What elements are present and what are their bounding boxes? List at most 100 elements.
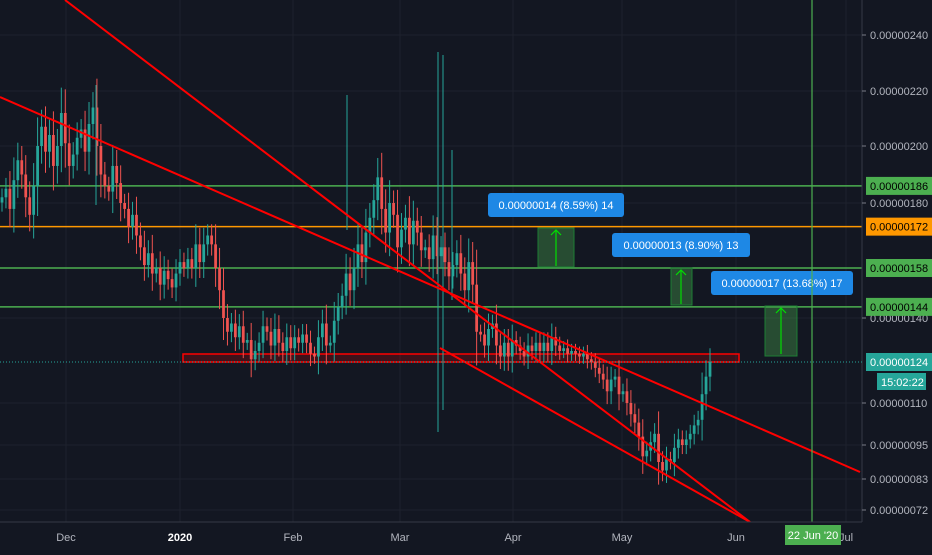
candle-body (55, 146, 59, 166)
measure-callout-2[interactable] (612, 233, 750, 257)
candle-body (692, 425, 696, 434)
candle-body (479, 331, 482, 335)
measure-callout-3[interactable] (711, 271, 853, 295)
candle-body (376, 177, 380, 201)
candle-body (233, 323, 237, 338)
candle-body (510, 340, 514, 357)
price-axis[interactable]: 0.00000240 0.00000220 0.00000200 0.00000180… (862, 30, 928, 517)
candle-body (582, 353, 585, 357)
candle-body (439, 247, 443, 257)
time-tick-label: Feb (284, 532, 303, 544)
candle-body (8, 188, 12, 209)
candle-body (411, 220, 415, 245)
horizontal-levels[interactable] (0, 185, 862, 308)
candle-body (44, 126, 47, 152)
candle-body (111, 165, 115, 192)
candle-body (249, 340, 253, 360)
candle-body (495, 323, 498, 346)
candle-body (435, 235, 439, 257)
candle-body (218, 268, 221, 291)
candle-body (506, 342, 510, 357)
candle-body (119, 183, 123, 203)
candle-body (75, 137, 79, 155)
candle-body (79, 129, 83, 138)
candle-body (162, 270, 166, 285)
time-axis[interactable]: Dec 2020 Feb Mar Apr May Jun Jul (56, 532, 853, 544)
candle-body (578, 353, 581, 357)
candle-body (150, 253, 154, 274)
candle-body (352, 268, 356, 291)
candle-body (32, 185, 36, 215)
candle-body (83, 129, 87, 152)
channel-mid-line[interactable] (0, 96, 861, 473)
price-tick-label: 0.00000095 (870, 440, 928, 452)
candle-body (653, 433, 657, 443)
candle-body (463, 273, 467, 291)
candle-body (522, 351, 526, 357)
date-marker-badge (785, 525, 841, 545)
candles (0, 52, 712, 485)
candle-body (475, 284, 479, 332)
candle-body (589, 359, 593, 362)
level-price-text: 0.00000172 (870, 222, 928, 234)
measure-callout-3-text: 0.00000017 (13.68%) 17 (721, 278, 842, 290)
current-price-text: 0.00000124 (870, 357, 928, 369)
level-price-text: 0.00000186 (870, 181, 928, 193)
candle-body (313, 353, 316, 357)
candle-body (273, 329, 277, 346)
candle-body (241, 326, 245, 343)
candle-body (502, 342, 506, 357)
channel-upper-line[interactable] (64, 0, 751, 523)
candle-body (597, 367, 601, 374)
candle-body (36, 146, 39, 186)
date-marker-label: 22 Jun '20 (785, 525, 841, 545)
candle-body (388, 203, 392, 233)
time-axis-bg (0, 522, 862, 550)
measure-tools[interactable]: 0.00000014 (8.59%) 14 0.00000013 (8.90%)… (488, 193, 853, 357)
candle-body (328, 342, 332, 346)
level-price-badge (866, 259, 932, 277)
candle-body (178, 262, 182, 274)
candle-body (166, 270, 170, 280)
candle-body (237, 326, 241, 338)
candle-body (518, 345, 522, 351)
candle-body (562, 348, 566, 351)
candle-body (12, 180, 16, 209)
candle-body (673, 447, 676, 462)
candle-body (431, 235, 435, 260)
time-tick-label: Jun (727, 532, 745, 544)
candle-body (123, 203, 126, 209)
grid (0, 0, 862, 522)
candle-body (230, 323, 233, 332)
measure-callout-1[interactable] (488, 193, 624, 217)
candle-body (419, 232, 423, 251)
candle-body (0, 197, 4, 203)
measure-arrowhead-2 (675, 269, 687, 276)
channel-lower-line[interactable] (439, 347, 751, 523)
candle-body (609, 379, 613, 392)
candle-body (174, 273, 178, 288)
support-rectangle (182, 353, 740, 363)
candle-body (641, 436, 645, 457)
candle-body (344, 273, 348, 296)
channel-lines[interactable] (0, 0, 861, 523)
candle-body (404, 217, 407, 230)
candle-body (356, 244, 360, 268)
candle-body (633, 414, 637, 423)
current-price-label (866, 353, 932, 371)
candle-body (427, 247, 431, 260)
candle-body (269, 331, 273, 346)
candle-body (71, 154, 75, 166)
candle-body (360, 244, 364, 263)
candle-body (20, 160, 24, 175)
candle-body (566, 348, 569, 354)
level-price-text: 0.00000144 (870, 302, 928, 314)
candle-body (384, 208, 388, 233)
candle-body (574, 351, 577, 354)
candle-body (613, 376, 617, 380)
price-tick-label: 0.00000220 (870, 86, 928, 98)
price-tick-label: 0.00000180 (870, 198, 928, 210)
candle-body (40, 126, 43, 146)
